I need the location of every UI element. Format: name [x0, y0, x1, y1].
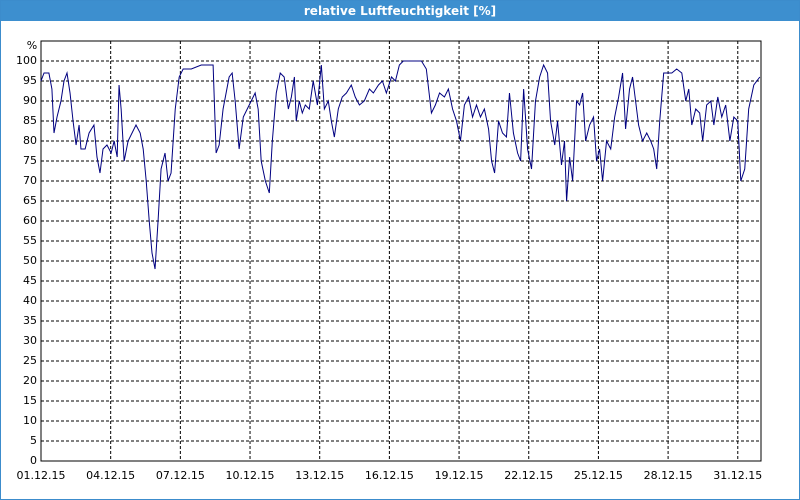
y-tick-label: 75 [23, 154, 37, 167]
chart-title: relative Luftfeuchtigkeit [%] [303, 4, 497, 18]
x-tick-label: 04.12.15 [86, 469, 135, 482]
y-tick-label: 55 [23, 234, 37, 247]
x-tick-label: 22.12.15 [504, 469, 553, 482]
y-tick-label: 0 [30, 454, 37, 467]
y-tick-label: 100 [16, 54, 37, 67]
y-tick-label: 25 [23, 354, 37, 367]
x-tick-label: 13.12.15 [295, 469, 344, 482]
title-bar: relative Luftfeuchtigkeit [%] [1, 1, 799, 21]
y-tick-label: 65 [23, 194, 37, 207]
x-tick-label: 31.12.15 [713, 469, 762, 482]
y-tick-label: 30 [23, 334, 37, 347]
y-tick-label: 35 [23, 314, 37, 327]
y-tick-label: 90 [23, 94, 37, 107]
data-line [40, 60, 761, 270]
y-tick-label: 20 [23, 374, 37, 387]
x-tick-label: 01.12.15 [17, 469, 66, 482]
y-tick-label: 50 [23, 254, 37, 267]
x-tick-label: 28.12.15 [644, 469, 693, 482]
y-tick-label: 70 [23, 174, 37, 187]
y-tick-label: 15 [23, 394, 37, 407]
x-tick-label: 07.12.15 [156, 469, 205, 482]
y-tick-label: 5 [30, 434, 37, 447]
y-tick-label: 40 [23, 294, 37, 307]
x-tick-label: 19.12.15 [435, 469, 484, 482]
x-tick-label: 10.12.15 [226, 469, 275, 482]
y-tick-label: 60 [23, 214, 37, 227]
y-tick-label: 45 [23, 274, 37, 287]
y-tick-label: 95 [23, 74, 37, 87]
x-tick-label: 16.12.15 [365, 469, 414, 482]
y-tick-label: 80 [23, 134, 37, 147]
y-tick-label: 10 [23, 414, 37, 427]
y-axis-label: % [27, 39, 37, 52]
y-tick-label: 85 [23, 114, 37, 127]
x-tick-label: 25.12.15 [574, 469, 623, 482]
plot-frame [40, 40, 762, 462]
